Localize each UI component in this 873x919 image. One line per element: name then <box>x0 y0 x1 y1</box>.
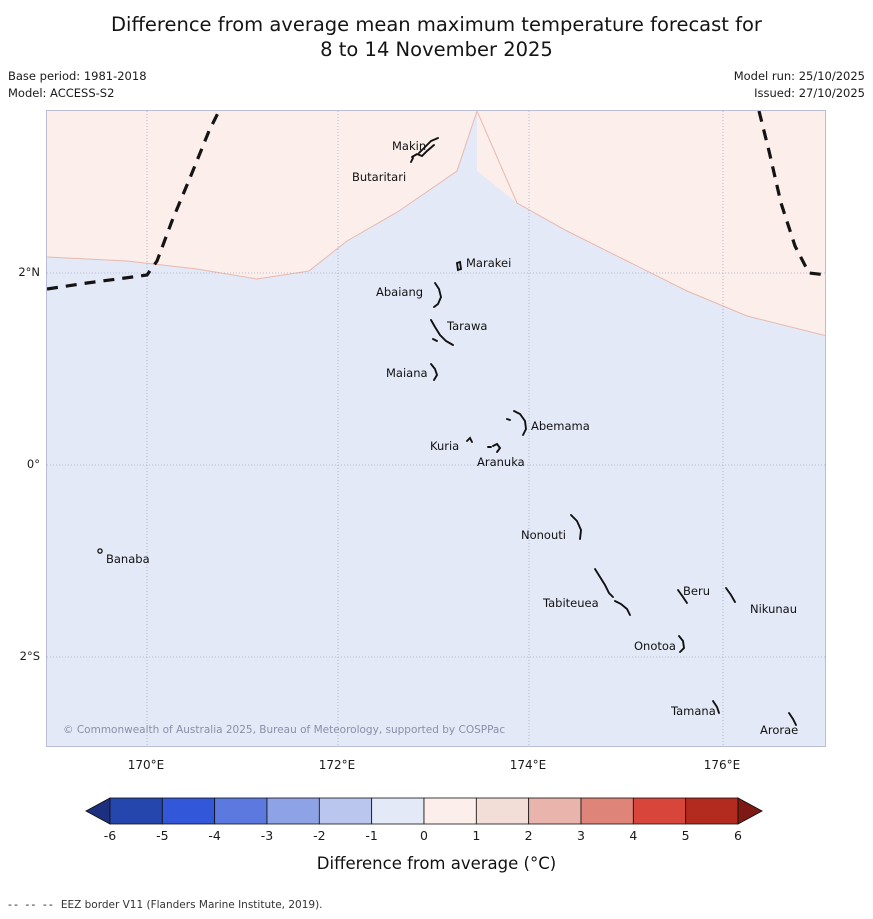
colorbar[interactable] <box>0 790 873 885</box>
title-line-1: Difference from average mean maximum tem… <box>111 13 762 36</box>
colorbar-bin-4 <box>318 797 373 825</box>
island-label-kuria: Kuria <box>430 439 460 453</box>
island-label-tamana: Tamana <box>671 704 716 718</box>
colorbar-bin-3 <box>266 797 320 825</box>
colorbar-bin-7 <box>475 797 530 825</box>
x-tick-3: 176°E <box>703 758 741 772</box>
island-arorae <box>788 712 797 726</box>
map-canvas <box>47 111 825 746</box>
colorbar-bin-0 <box>109 797 163 825</box>
model-text: Model: ACCESS-S2 <box>8 86 115 100</box>
y-tick-2: 2°S <box>19 649 40 663</box>
colorbar-tick-2: -4 <box>208 828 221 843</box>
colorbar-tick-9: 3 <box>577 828 585 843</box>
colorbar-bin-6 <box>423 797 477 825</box>
title-line-2: 8 to 14 November 2025 <box>320 38 553 61</box>
island-beru <box>677 589 688 604</box>
colorbar-label: Difference from average (°C) <box>316 854 557 873</box>
y-tick-0: 2°N <box>18 265 40 279</box>
map-credit: © Commonwealth of Australia 2025, Bureau… <box>63 724 506 736</box>
base-period-text: Base period: 1981-2018 <box>8 69 147 83</box>
island-label-marakei: Marakei <box>466 256 512 270</box>
colorbar-tick-12: 6 <box>734 828 742 843</box>
island-label-nonouti: Nonouti <box>521 528 566 542</box>
colorbar-tick-3: -3 <box>260 828 274 843</box>
island-aranuka <box>492 442 502 453</box>
eez-dash-icon: -- -- -- <box>8 898 55 911</box>
island-banaba-marker <box>97 548 103 554</box>
island-label-maiana: Maiana <box>386 366 428 380</box>
island-label-butaritari: Butaritari <box>352 170 407 184</box>
page-title: Difference from average mean maximum tem… <box>0 12 873 62</box>
island-nikunau <box>725 587 736 603</box>
island-label-aranuka: Aranuka <box>477 455 525 469</box>
colorbar-tick-8: 2 <box>524 828 533 843</box>
zero-contour-northwest <box>47 111 478 280</box>
colorbar-bin-1 <box>161 797 216 825</box>
island-label-arorae: Arorae <box>760 723 799 737</box>
x-tick-2: 174°E <box>509 758 547 772</box>
colorbar-bin-8 <box>528 797 582 825</box>
island-tarawa <box>430 319 454 346</box>
island-onotoa <box>678 635 686 653</box>
colorbar-tick-11: 5 <box>681 828 690 843</box>
island-label-nikunau: Nikunau <box>750 602 798 616</box>
colorbar-tick-1: -5 <box>156 828 169 843</box>
field-pale-pink-northwest <box>47 111 477 279</box>
colorbar-bin-10 <box>632 797 687 825</box>
colorbar-under-arrow <box>85 797 111 825</box>
island-maiana <box>430 363 439 381</box>
colorbar-canvas <box>85 797 763 825</box>
issued-text: Issued: 27/10/2025 <box>754 86 865 100</box>
colorbar-bin-5 <box>371 797 425 825</box>
x-tick-0: 170°E <box>127 758 165 772</box>
eez-legend-text: EEZ border V11 (Flanders Marine Institut… <box>60 898 323 911</box>
colorbar-bin-2 <box>214 797 268 825</box>
colorbar-tick-7: 1 <box>472 828 481 843</box>
x-tick-1: 172°E <box>318 758 356 772</box>
island-tabiteuea <box>594 568 614 598</box>
island-label-banaba: Banaba <box>106 552 150 566</box>
colorbar-tick-5: -1 <box>365 828 378 843</box>
field-pale-pink-northeast <box>477 111 825 336</box>
island-label-beru: Beru <box>683 584 710 598</box>
island-kuria <box>466 436 473 443</box>
island-label-makin: Makin <box>392 139 427 153</box>
colorbar-bin-11 <box>685 797 739 825</box>
eez-border <box>47 111 825 291</box>
forecast-map[interactable]: © Commonwealth of Australia 2025, Bureau… <box>46 110 826 747</box>
island-abaiang <box>433 282 442 308</box>
colorbar-over-arrow <box>737 797 763 825</box>
island-label-onotoa: Onotoa <box>634 639 676 653</box>
island-label-tarawa: Tarawa <box>447 319 488 333</box>
metadata-right: Model run: 25/10/2025 Issued: 27/10/2025 <box>734 68 865 102</box>
metadata-left: Base period: 1981-2018 Model: ACCESS-S2 <box>8 68 147 102</box>
island-makin <box>418 137 439 154</box>
footer-legend: -- -- -- EEZ border V11 (Flanders Marine… <box>8 898 323 911</box>
island-tamana <box>712 700 720 714</box>
colorbar-tick-0: -6 <box>103 828 117 843</box>
island-abemama <box>513 410 527 436</box>
island-outlines <box>410 137 797 726</box>
island-label-tabiteuea: Tabiteuea <box>543 596 599 610</box>
graticule <box>47 111 825 746</box>
colorbar-tick-6: 0 <box>420 828 428 843</box>
island-label-abaiang: Abaiang <box>376 285 424 299</box>
island-marakei <box>455 260 463 272</box>
zero-contour-northeast <box>476 111 825 337</box>
model-run-text: Model run: 25/10/2025 <box>733 69 865 83</box>
island-label-abemama: Abemama <box>531 419 590 433</box>
colorbar-tick-4: -2 <box>313 828 326 843</box>
colorbar-tick-10: 4 <box>629 828 638 843</box>
y-tick-1: 0° <box>26 457 40 471</box>
colorbar-bin-9 <box>580 797 634 825</box>
island-nonouti <box>570 514 582 540</box>
